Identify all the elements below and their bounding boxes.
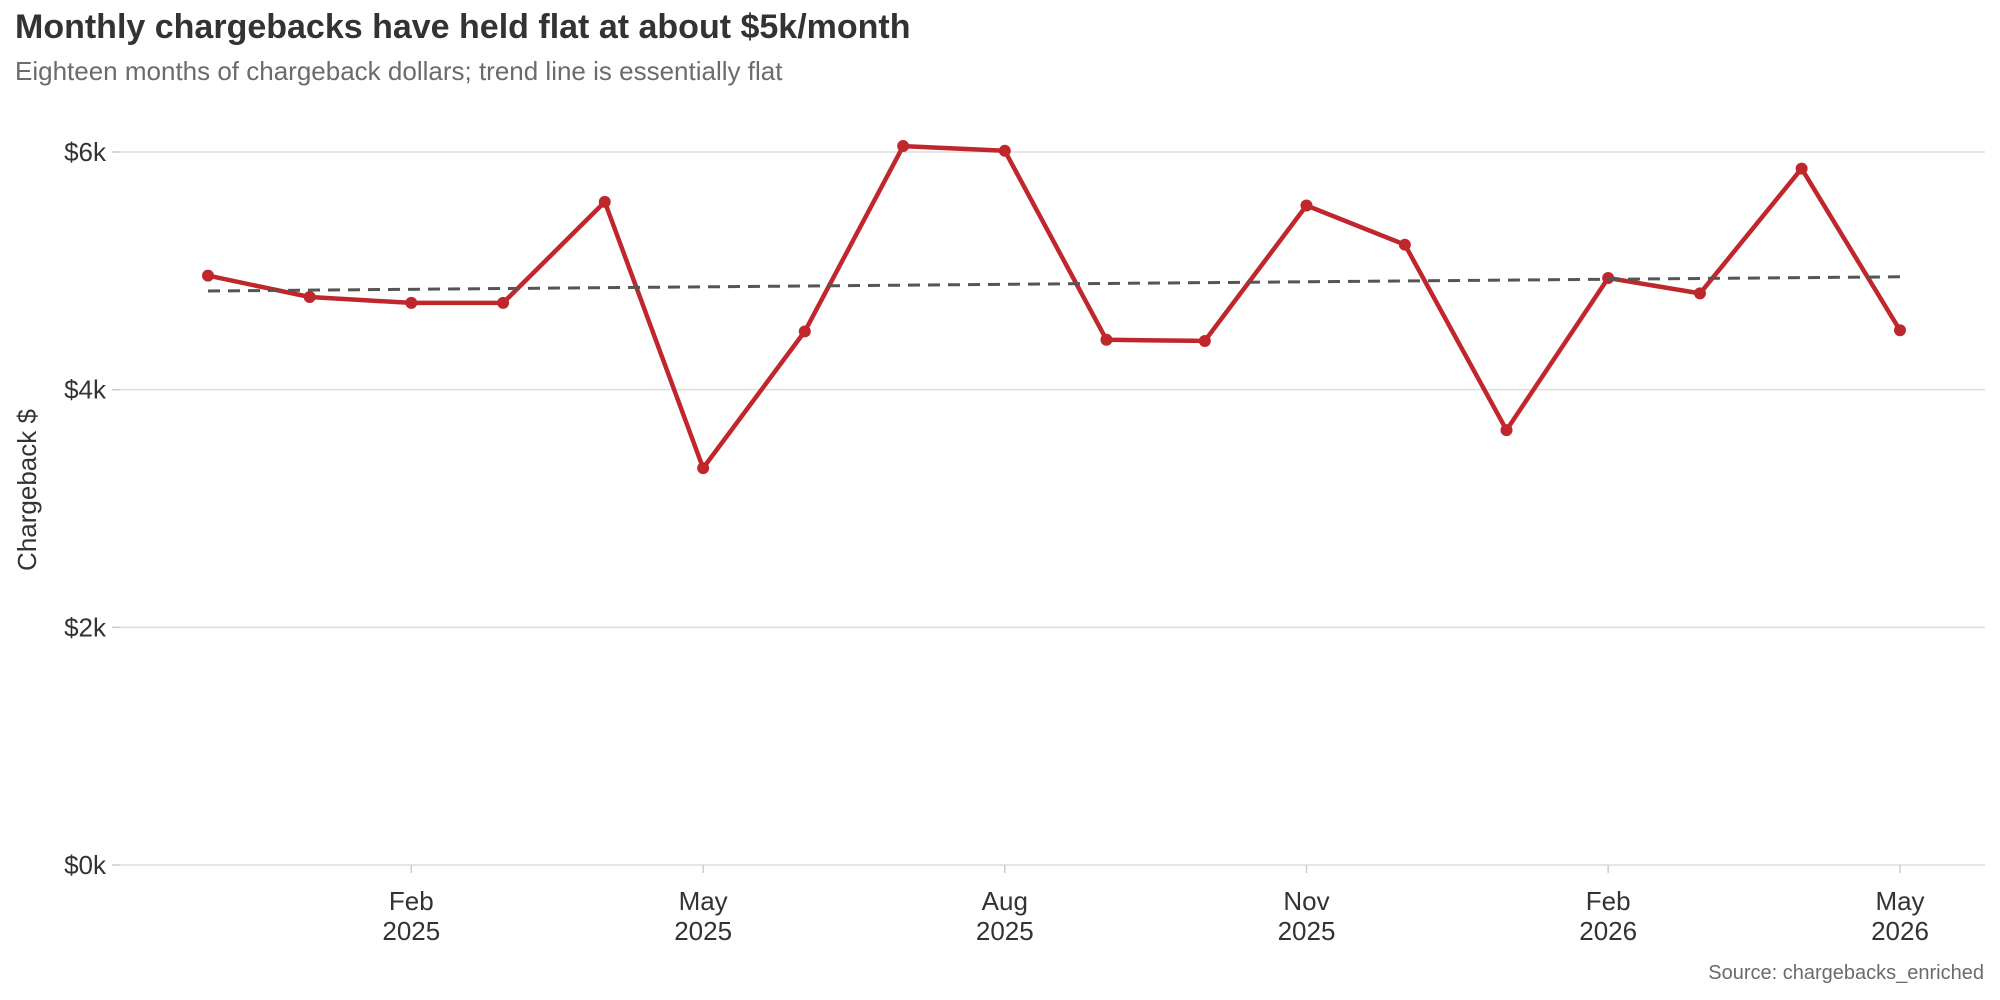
x-tick-label-year: 2026 <box>1579 916 1637 946</box>
chargeback-point <box>697 462 710 475</box>
x-tick-label-month: Aug <box>982 886 1028 916</box>
x-tick-label-month: Feb <box>1586 886 1631 916</box>
y-axis-label: Chargeback $ <box>12 409 42 571</box>
chargeback-point <box>1795 162 1808 175</box>
y-tick-label: $4k <box>64 375 107 405</box>
chargeback-point <box>1894 324 1906 337</box>
y-tick-label: $0k <box>64 850 107 880</box>
chargeback-point <box>1300 199 1313 212</box>
chargeback-point <box>202 269 214 282</box>
chargeback-point <box>1398 238 1411 251</box>
trend-line <box>207 275 1901 293</box>
chargeback-point <box>897 140 910 153</box>
y-tick-label: $2k <box>64 612 107 642</box>
chart-source: Source: chargebacks_enriched <box>1708 962 1984 984</box>
chargeback-point <box>798 325 811 338</box>
x-tick-label-year: 2025 <box>382 916 440 946</box>
x-tick-label-month: Feb <box>389 886 434 916</box>
x-tick-label-year: 2025 <box>674 916 732 946</box>
x-tick-label-year: 2026 <box>1871 916 1929 946</box>
x-tick-label-year: 2025 <box>976 916 1034 946</box>
chart-subtitle: Eighteen months of chargeback dollars; t… <box>15 56 783 86</box>
series <box>202 140 1906 475</box>
y-tick-label: $6k <box>64 137 107 167</box>
chargeback-point <box>998 144 1011 157</box>
chargeback-point <box>1198 334 1211 347</box>
chargeback-point <box>1500 424 1513 437</box>
chargeback-point <box>1100 333 1113 346</box>
chargeback-line <box>207 143 1902 471</box>
axes: $0k$2k$4k$6kFeb2025May2025Aug2025Nov2025… <box>64 137 1929 946</box>
x-tick-label-year: 2025 <box>1278 916 1336 946</box>
x-tick-label-month: May <box>679 886 728 916</box>
chargeback-point <box>598 195 611 208</box>
x-tick-label-month: May <box>1875 886 1924 916</box>
chargeback-point <box>405 296 418 309</box>
x-tick-label-month: Nov <box>1283 886 1329 916</box>
chart-title: Monthly chargebacks have held flat at ab… <box>15 8 911 46</box>
gridlines <box>120 151 1985 866</box>
chargeback-point <box>1693 287 1706 300</box>
chargeback-point <box>303 290 316 303</box>
chargeback-point <box>497 296 510 309</box>
